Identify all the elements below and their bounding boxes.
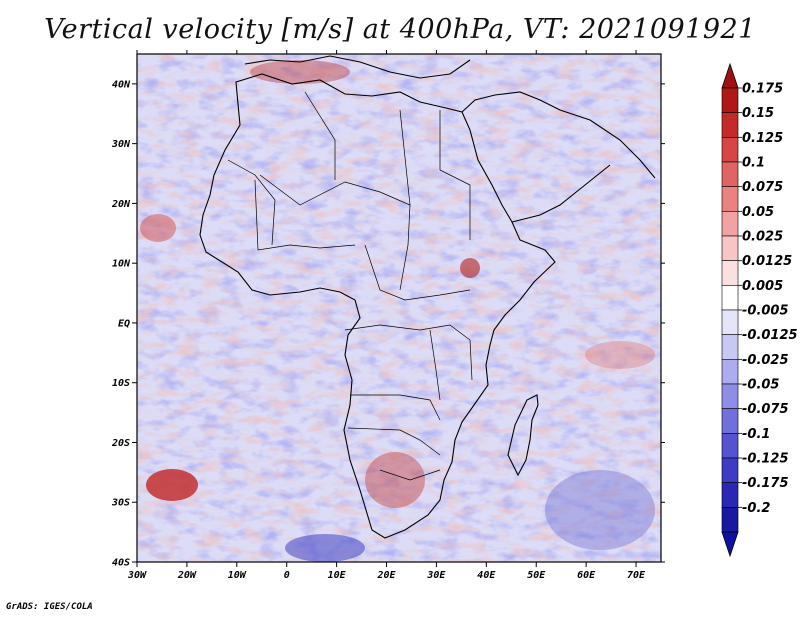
lon-tick-label: 10W <box>228 570 247 581</box>
colorbar-label: 0.005 <box>742 279 783 294</box>
colorbar-label: -0.175 <box>742 476 789 491</box>
lat-tick-label: EQ <box>118 318 130 329</box>
colorbar-swatch <box>721 137 739 163</box>
colorbar-swatch <box>721 161 739 187</box>
colorbar-swatch <box>721 285 739 311</box>
lon-tick-label: 50E <box>527 570 546 581</box>
lon-tick-label: 10E <box>328 570 347 581</box>
colorbar-swatch <box>721 260 739 286</box>
colorbar-swatch <box>721 507 739 533</box>
lat-tick-label: 30N <box>111 139 131 150</box>
grads-credit: GrADS: IGES/COLA <box>6 602 93 612</box>
colorbar-label: -0.025 <box>742 353 789 368</box>
colorbar-swatch <box>721 211 739 237</box>
lat-tick-label: 30S <box>111 498 130 509</box>
lat-tick-label: 40S <box>112 558 130 569</box>
colorbar-top-arrow <box>721 62 739 89</box>
lon-tick-label: 20E <box>376 570 396 581</box>
colorbar-label: -0.075 <box>742 402 789 417</box>
lat-tick-label: 10N <box>112 259 131 270</box>
lon-tick-label: 30W <box>127 570 147 581</box>
colorbar-swatch <box>721 112 739 138</box>
colorbar-swatch <box>721 457 739 483</box>
lat-tick-label: 40N <box>112 79 131 90</box>
colorbar-swatch <box>721 235 739 261</box>
lon-tick-label: 20W <box>177 570 197 581</box>
lon-tick-label: 40E <box>477 570 496 581</box>
colorbar-swatch <box>721 433 739 459</box>
lat-tick-label: 20S <box>111 438 130 449</box>
colorbar-label: -0.125 <box>742 452 789 467</box>
lat-tick-label: 20N <box>111 199 131 210</box>
lon-tick-label: 0 <box>284 570 290 581</box>
colorbar: 0.175 0.15 0.125 0.1 0.075 0.05 0.025 0.0125 0.0… <box>721 62 798 558</box>
colorbar-label: -0.1 <box>742 427 770 442</box>
lat-tick-label: 10S <box>112 378 130 389</box>
colorbar-label: 0.025 <box>742 230 783 245</box>
map-field <box>137 54 661 562</box>
plot-frame <box>136 53 662 563</box>
colorbar-swatch <box>721 482 739 508</box>
lon-tick-label: 30E <box>426 570 446 581</box>
colorbar-swatch <box>721 408 739 434</box>
axis-ticks: 30W 20W 10W 0 10E 20E 30E 40E 50E 60E 70E 40N 30N 20N… <box>111 50 665 581</box>
colorbar-label: 0.175 <box>742 82 783 97</box>
colorbar-label: -0.005 <box>742 304 789 319</box>
colorbar-bottom-arrow <box>721 531 739 558</box>
chart-title: Vertical velocity [m/s] at 400hPa, VT: 2… <box>44 14 756 45</box>
lon-tick-label: 60E <box>577 570 596 581</box>
colorbar-swatch <box>721 334 739 360</box>
colorbar-label: 0.15 <box>742 106 774 121</box>
colorbar-label: -0.2 <box>742 501 770 516</box>
coastlines <box>199 55 656 539</box>
colorbar-swatch <box>721 87 739 113</box>
colorbar-swatch <box>721 186 739 212</box>
colorbar-label: -0.05 <box>742 378 779 393</box>
colorbar-label: 0.125 <box>742 131 783 146</box>
lon-tick-label: 70E <box>627 570 646 581</box>
colorbar-swatch <box>721 359 739 385</box>
colorbar-swatch <box>721 309 739 335</box>
colorbar-label: 0.05 <box>742 205 774 220</box>
colorbar-swatch <box>721 383 739 409</box>
colorbar-label: 0.0125 <box>742 254 792 269</box>
country-borders <box>227 91 473 481</box>
colorbar-label: 0.075 <box>742 180 783 195</box>
colorbar-label: 0.1 <box>742 156 765 171</box>
colorbar-label: -0.0125 <box>742 328 798 343</box>
